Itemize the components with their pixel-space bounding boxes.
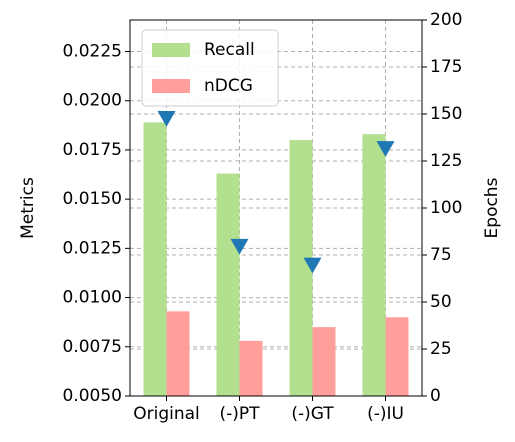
x-tick-label: Original: [133, 404, 200, 424]
y2-tick-label: 200: [430, 10, 462, 30]
y2-tick-label: 25: [430, 339, 452, 359]
y2-tick-label: 150: [430, 104, 462, 124]
y2-tick-label: 100: [430, 198, 462, 218]
y-tick-label: 0.0225: [63, 41, 122, 61]
marker: [157, 111, 176, 127]
y-tick-label: 0.0150: [63, 189, 122, 209]
y2-tick-label: 75: [430, 245, 452, 265]
y2-tick-label: 125: [430, 151, 462, 171]
y-tick-label: 0.0175: [63, 140, 122, 160]
y-tick-label: 0.0050: [63, 386, 122, 406]
legend-swatch: [152, 79, 190, 93]
y-tick-label: 0.0125: [63, 238, 122, 258]
x-tick-label: (-)GT: [291, 404, 334, 424]
y2-tick-label: 50: [430, 292, 452, 312]
bar: [362, 134, 386, 396]
y2-tick-label: 0: [430, 386, 441, 406]
bar: [166, 311, 190, 396]
marker: [230, 238, 249, 255]
bar: [239, 340, 263, 396]
y2-tick-label: 175: [430, 57, 462, 77]
bar: [143, 122, 167, 397]
y-tick-label: 0.0100: [63, 288, 122, 308]
marker: [376, 141, 395, 157]
bar: [385, 317, 409, 396]
marker: [303, 257, 322, 274]
bar: [289, 140, 313, 396]
x-tick-label: (-)IU: [367, 404, 404, 424]
y2-axis-label: Epochs: [482, 177, 502, 238]
y-axis-label: Metrics: [18, 177, 38, 239]
y-tick-label: 0.0200: [63, 91, 122, 111]
y-tick-label: 0.0075: [63, 337, 122, 357]
x-tick-label: (-)PT: [219, 404, 260, 424]
bar: [216, 173, 240, 396]
plot-frame: [129, 19, 423, 397]
legend-swatch: [152, 43, 190, 57]
bar: [312, 327, 336, 396]
legend-label: Recall: [204, 40, 255, 60]
legend-label: nDCG: [204, 76, 253, 96]
